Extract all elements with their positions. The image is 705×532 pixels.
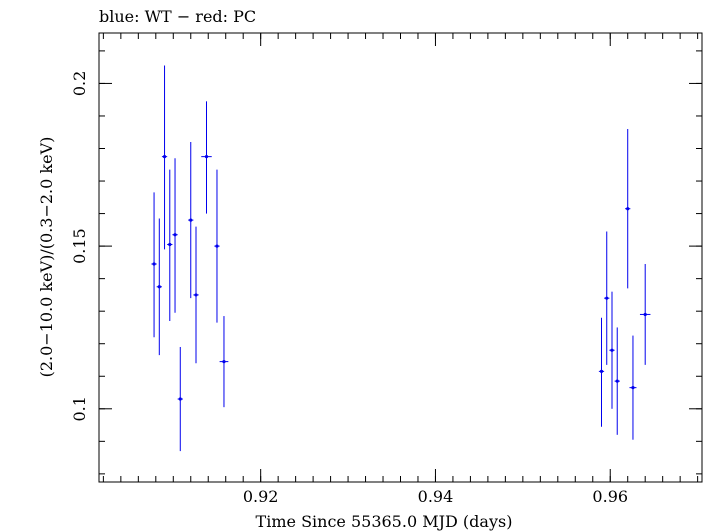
y-tick-label: 0.15 (70, 228, 89, 264)
data-point-wt (629, 335, 637, 440)
data-marker (631, 386, 635, 390)
data-marker (610, 348, 614, 352)
x-tick-label: 0.92 (243, 487, 279, 506)
data-point-wt (167, 169, 173, 321)
x-tick-labels: 0.92 0.94 0.96 (243, 487, 628, 506)
y-tick-label: 0.1 (70, 396, 89, 421)
y-axis-label: (2.0−10.0 keV)/(0.3−2.0 keV) (37, 137, 56, 378)
x-axis-label: Time Since 55365.0 MJD (days) (256, 512, 513, 531)
x-tick-label: 0.96 (592, 487, 628, 506)
data-marker (152, 262, 156, 266)
data-marker (173, 233, 177, 237)
chart-title: blue: WT − red: PC (99, 7, 256, 26)
data-point-wt (201, 101, 212, 214)
data-marker (222, 360, 226, 364)
data-point-wt (156, 218, 162, 356)
data-point-wt (188, 141, 194, 299)
data-point-wt (172, 158, 178, 313)
data-marker (204, 155, 209, 159)
data-point-wt (161, 65, 168, 250)
data-marker (194, 293, 198, 297)
data-point-wt (609, 291, 615, 409)
data-marker (178, 397, 182, 401)
data-marker (599, 369, 604, 373)
data-marker (605, 296, 609, 300)
data-marker (615, 379, 619, 383)
plot-frame (98, 32, 703, 483)
data-marker (215, 244, 219, 248)
y-tick-label: 0.2 (70, 71, 89, 96)
data-point-wt (151, 192, 157, 338)
data-marker (168, 242, 172, 247)
data-marker (626, 207, 630, 211)
data-point-wt (604, 231, 610, 365)
x-tick-label: 0.94 (418, 487, 454, 506)
axis-ticks (99, 33, 702, 482)
data-point-wt (639, 264, 651, 365)
y-tick-labels: 0.1 0.15 0.2 (70, 71, 89, 422)
data-point-wt (214, 169, 220, 323)
data-marker (162, 155, 167, 159)
data-point-wt (598, 317, 605, 427)
data-point-wt (193, 226, 199, 364)
data-point-wt (625, 128, 631, 289)
data-marker (643, 312, 647, 317)
data-points (151, 65, 651, 452)
data-point-wt (177, 346, 183, 452)
data-marker (189, 218, 193, 222)
data-marker (157, 285, 161, 289)
data-point-wt (614, 327, 620, 435)
data-point-wt (219, 316, 229, 408)
